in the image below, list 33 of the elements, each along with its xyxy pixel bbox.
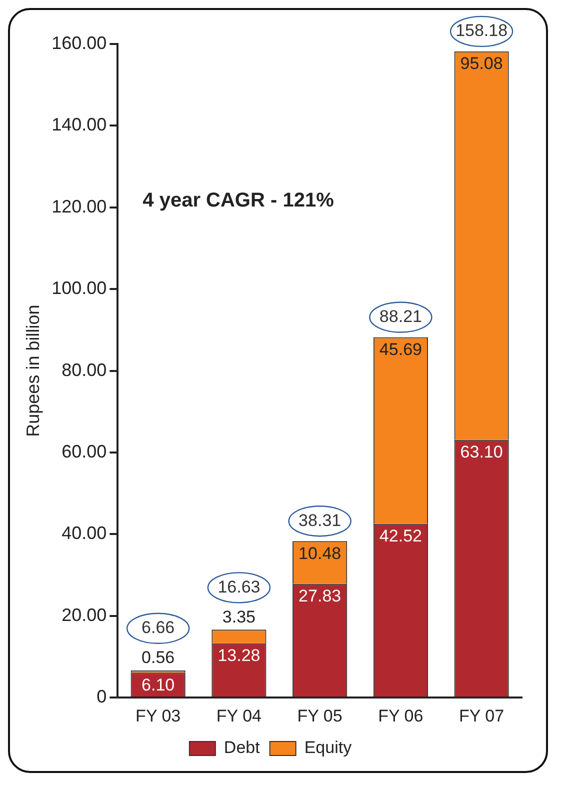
x-tick-label: FY 07 (459, 706, 504, 726)
y-tick-label: 80.00 (62, 360, 107, 380)
annotation: 4 year CAGR - 121% (142, 189, 334, 212)
x-tick-label: FY 04 (216, 706, 262, 726)
x-tick-label: FY 06 (378, 706, 424, 726)
legend-label: Equity (304, 738, 352, 758)
legend-label: Debt (224, 738, 260, 758)
total-label: 16.63 (218, 577, 260, 596)
data-label: 45.69 (379, 340, 422, 359)
total-label: 38.31 (298, 510, 342, 530)
y-tick-label: 0 (96, 686, 107, 707)
total-label: 88.21 (379, 306, 422, 326)
data-label: 13.28 (218, 646, 260, 666)
y-axis-title: Rupees in billion (22, 304, 43, 437)
y-tick-label: 100.00 (52, 278, 107, 298)
data-label: 42.52 (379, 526, 422, 546)
data-label: 63.10 (460, 442, 503, 462)
data-label: 3.35 (222, 607, 256, 626)
total-label: 6.66 (142, 618, 175, 638)
y-tick-label: 120.00 (52, 196, 107, 216)
total-label: 158.18 (456, 21, 508, 40)
y-tick-label: 40.00 (62, 523, 107, 544)
data-label: 10.48 (298, 544, 342, 563)
y-tick-label: 20.00 (62, 604, 107, 625)
data-label: 0.56 (142, 648, 175, 668)
y-tick-label: 60.00 (62, 441, 107, 462)
data-label: 95.08 (460, 54, 503, 74)
data-label: 27.83 (298, 586, 342, 606)
x-tick-label: FY 03 (136, 706, 181, 726)
y-tick-label: 140.00 (52, 114, 107, 135)
y-tick-label: 160.00 (52, 32, 107, 53)
x-tick-label: FY 05 (297, 706, 342, 726)
data-label: 6.10 (142, 675, 175, 694)
